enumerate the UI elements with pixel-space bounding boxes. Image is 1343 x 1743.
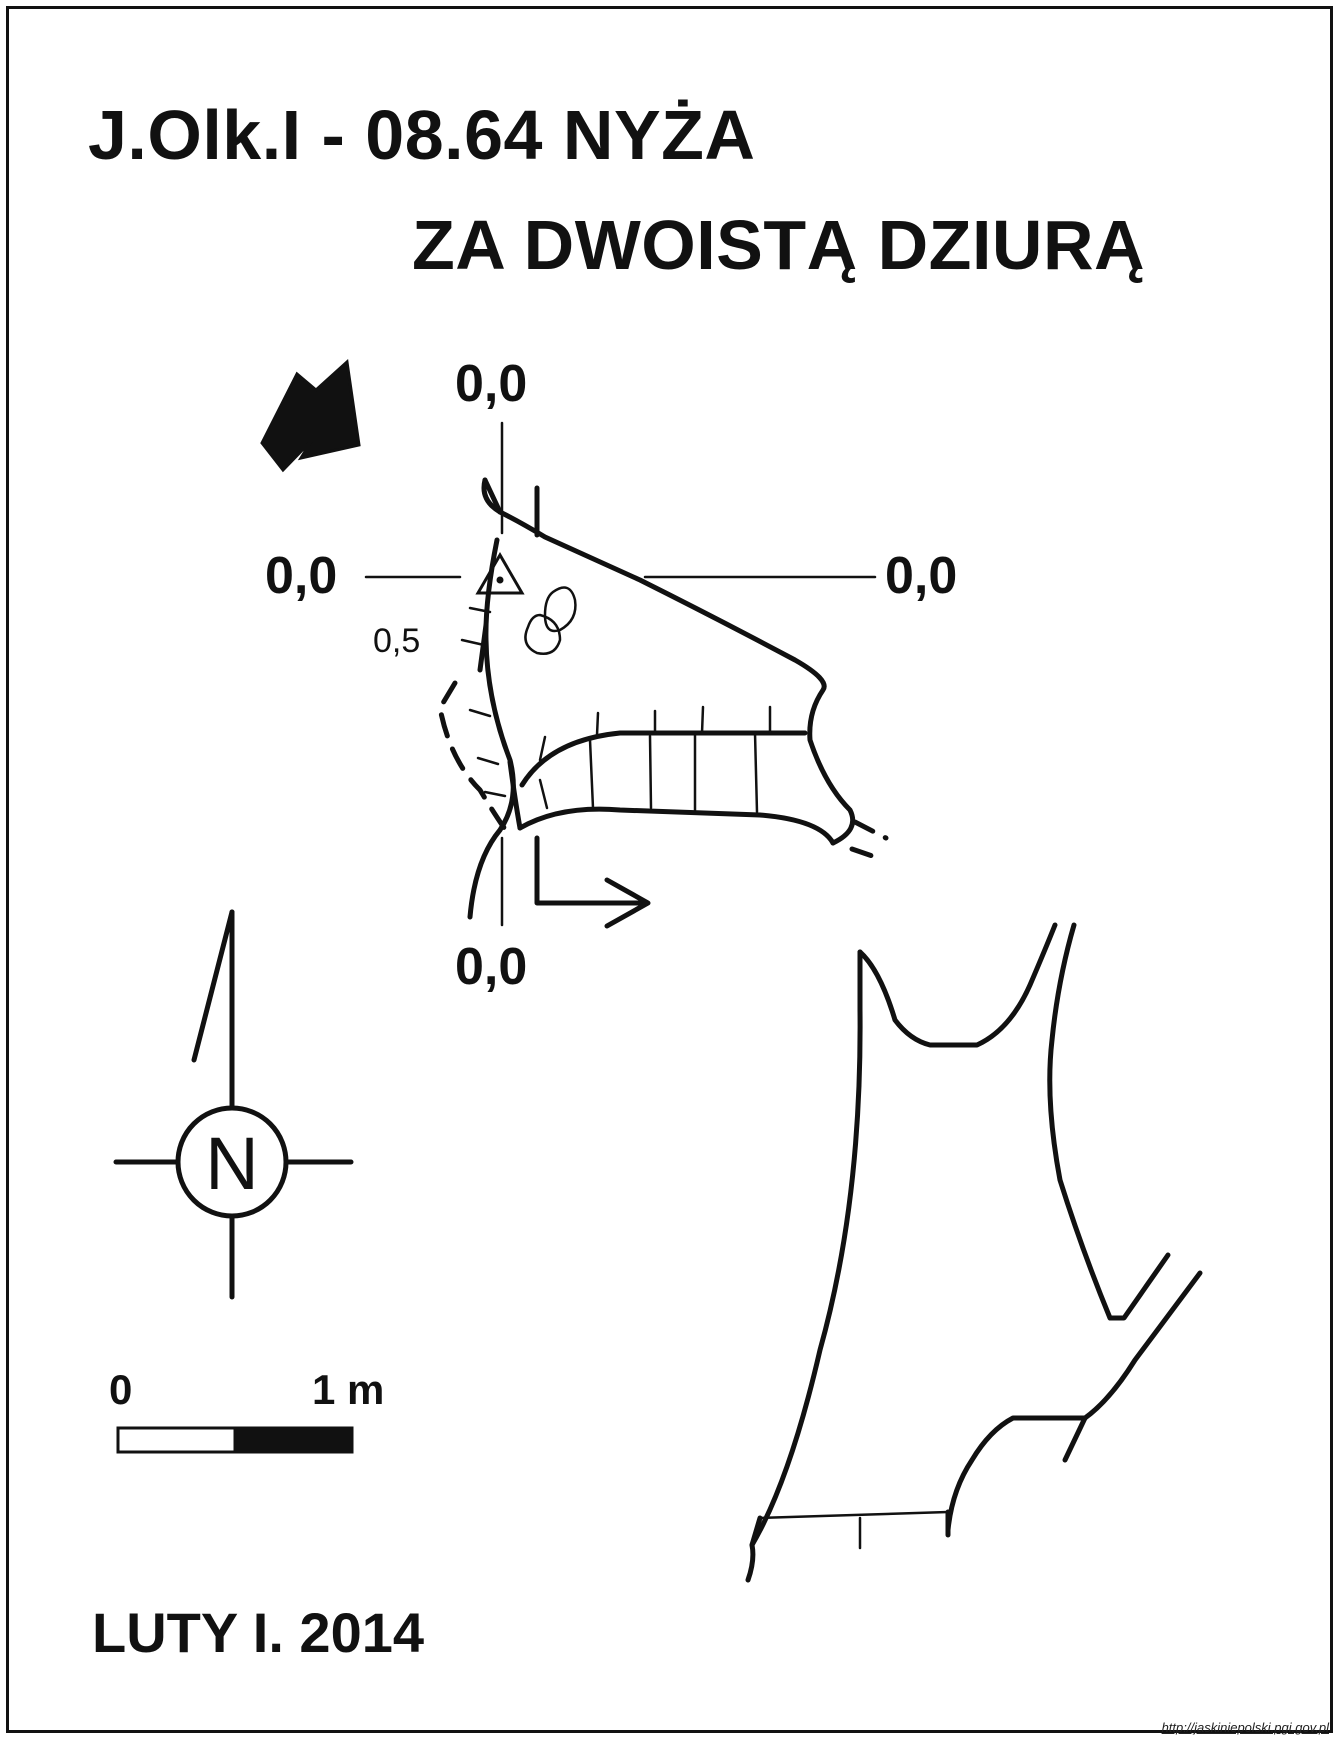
cave-cross-section xyxy=(745,922,1203,1583)
cave-title-line2: ZA DWOISTĄ DZIURĄ xyxy=(412,206,1146,284)
north-arrow: N xyxy=(113,909,354,1300)
niche-plan xyxy=(437,477,889,920)
survey-point-icon xyxy=(475,552,525,595)
depth-label: 0,5 xyxy=(373,622,420,660)
north-letter: N xyxy=(205,1122,258,1205)
profile-label-top: 0,0 xyxy=(455,355,527,413)
survey-date: LUTY I. 2014 xyxy=(92,1601,425,1664)
profile-label-bottom: 0,0 xyxy=(455,938,527,996)
view-direction-arrow-icon xyxy=(260,359,361,473)
scale-bar: 0 1 m xyxy=(109,1366,384,1454)
cave-title-line1: J.Olk.I - 08.64 NYŻA xyxy=(88,96,756,174)
scale-label-end: 1 m xyxy=(312,1366,384,1413)
scale-label-start: 0 xyxy=(109,1366,132,1413)
profile-lines xyxy=(364,421,877,929)
profile-label-right: 0,0 xyxy=(885,547,957,605)
source-link[interactable]: http://jaskiniepolski.pgi.gov.pl xyxy=(1161,1720,1329,1735)
profile-label-left: 0,0 xyxy=(265,547,337,605)
page-frame xyxy=(6,6,1333,1733)
